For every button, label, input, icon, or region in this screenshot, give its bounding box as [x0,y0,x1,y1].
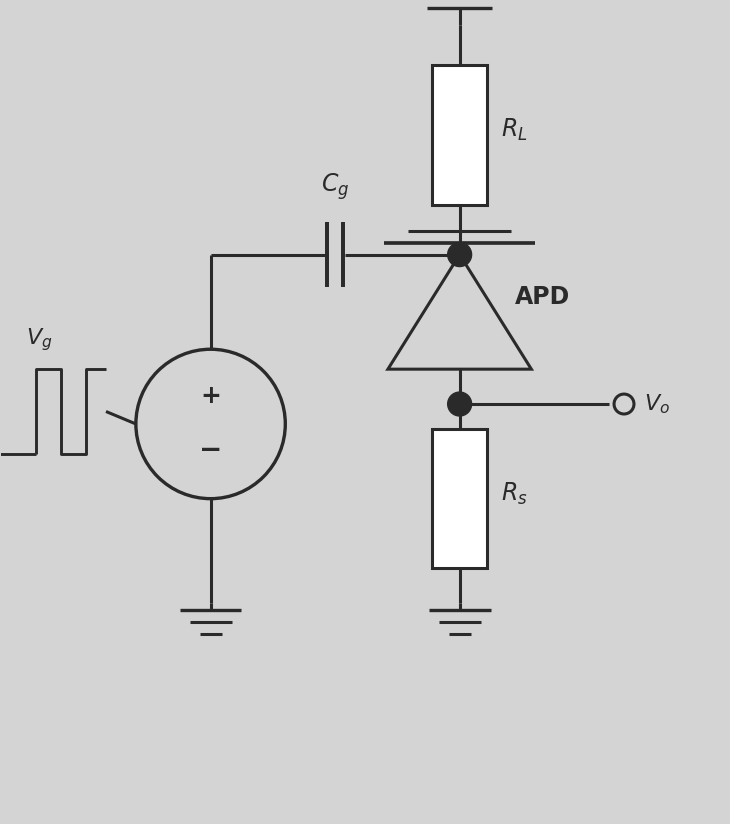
Text: +: + [200,383,221,408]
Bar [432,429,487,569]
Text: $V_o$: $V_o$ [644,392,670,416]
Text: $R_s$: $R_s$ [502,480,528,507]
Text: $C_g$: $C_g$ [321,171,349,203]
Circle shape [447,242,472,266]
Circle shape [447,392,472,416]
Bar [432,65,487,205]
Text: $V_g$: $V_g$ [26,325,53,353]
Text: $R_L$: $R_L$ [502,117,528,143]
Text: APD: APD [515,285,569,309]
Text: −: − [199,436,222,464]
